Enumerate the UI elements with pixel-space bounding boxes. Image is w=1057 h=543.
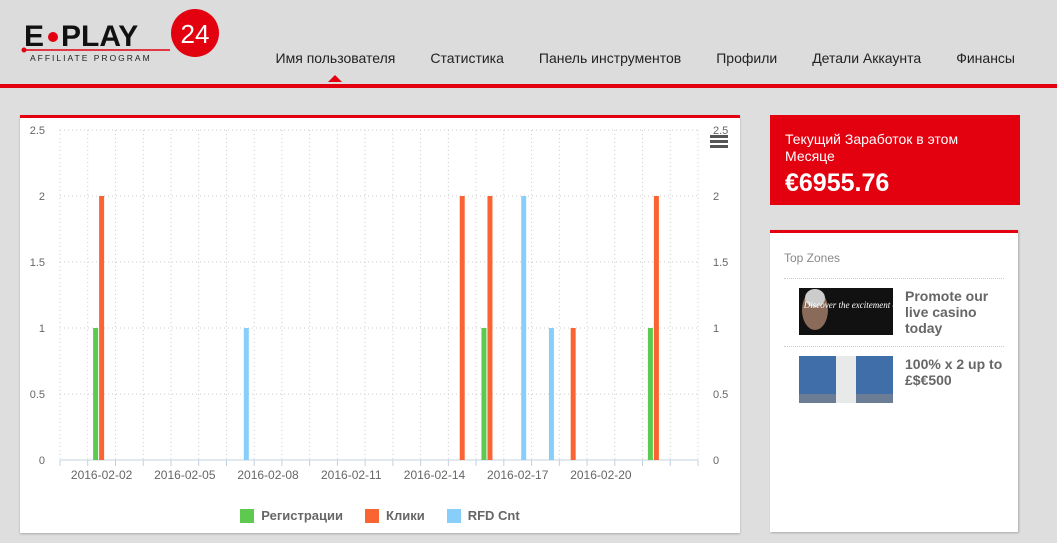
nav-account-details[interactable]: Детали Аккаунта: [812, 50, 922, 66]
nav-username[interactable]: Имя пользователя: [275, 50, 396, 82]
bar-1-2016-02-15: [459, 196, 465, 460]
nav-finance[interactable]: Финансы: [956, 50, 1015, 66]
x-tick-label: 2016-02-11: [321, 468, 382, 482]
door-banner[interactable]: [799, 356, 893, 403]
x-tick-label: 2016-02-17: [487, 468, 549, 482]
stats-chart-panel: 0 0 0.5 0.5 1 1 1.5 1.5 2 2 2.5 2.5 2016-02-02 2016-0…: [20, 115, 740, 533]
bar-chart: 0 0 0.5 0.5 1 1 1.5 1.5 2 2 2.5 2.5 2016-02-02 2016-0…: [30, 125, 729, 482]
chart-legend: Регистрации Клики RFD Cnt: [20, 508, 740, 523]
svg-text:AFFILIATE PROGRAM: AFFILIATE PROGRAM: [30, 53, 152, 63]
bar-0-2016-02-16: [481, 328, 487, 460]
zone-item[interactable]: Discover the excitement of our Promote o…: [784, 279, 1004, 347]
svg-text:PLAY: PLAY: [61, 20, 138, 53]
legend-label: Регистрации: [261, 508, 344, 523]
x-tick-label: 2016-02-05: [154, 468, 216, 482]
y-tick-label-right: 1.5: [713, 257, 728, 269]
x-tick-label: 2016-02-20: [570, 468, 632, 482]
live-casino-banner[interactable]: Discover the excitement of our: [799, 288, 893, 335]
bar-2-2016-02-18: [548, 328, 554, 460]
legend-swatch: [365, 508, 380, 523]
y-tick-label-left: 1: [39, 323, 45, 335]
x-tick-label: 2016-02-14: [404, 468, 466, 482]
main-nav: Имя пользователя Статистика Панель инстр…: [275, 50, 1015, 82]
y-tick-label-right: 0.5: [713, 389, 728, 401]
legend-swatch: [240, 508, 255, 523]
legend-swatch: [446, 508, 461, 523]
top-zones-card: Top Zones Discover the excitement of our…: [770, 230, 1018, 532]
zone-text[interactable]: Promote our live casino today: [905, 288, 989, 336]
y-tick-label-right: 2: [713, 191, 719, 203]
x-tick-label: 2016-02-02: [71, 468, 133, 482]
bar-0-2016-02-02: [93, 328, 99, 460]
y-tick-label-left: 0: [39, 455, 45, 467]
y-tick-label-left: 0.5: [30, 389, 45, 401]
bar-2-2016-02-07: [243, 328, 249, 460]
y-tick-label-right: 0: [713, 455, 719, 467]
nav-profiles[interactable]: Профили: [716, 50, 778, 66]
current-earnings-card: Текущий Заработок в этом Месяце €6955.76: [770, 115, 1020, 205]
header: E PLAY 24 AFFILIATE PROGRAM Имя пользова…: [0, 0, 1057, 88]
zone-text[interactable]: 100% x 2 up to £$€500: [905, 356, 1003, 388]
bar-0-2016-02-22: [647, 328, 653, 460]
legend-item-registrations[interactable]: Регистрации: [240, 508, 343, 523]
earnings-label: Текущий Заработок в этом Месяце: [785, 131, 959, 164]
y-tick-label-right: 1: [713, 323, 719, 335]
bar-1-2016-02-02: [99, 196, 105, 460]
eplay24-logo[interactable]: E PLAY 24 AFFILIATE PROGRAM: [20, 6, 220, 68]
svg-text:Discover the excitement of our: Discover the excitement of our: [803, 300, 893, 310]
bar-1-2016-02-22: [653, 196, 659, 460]
legend-item-clicks[interactable]: Клики: [365, 508, 425, 523]
bar-2-2016-02-17: [521, 196, 527, 460]
y-tick-label-right: 2.5: [713, 125, 728, 137]
y-tick-label-left: 2.5: [30, 125, 45, 137]
svg-text:E: E: [24, 20, 44, 53]
chart-menu-icon[interactable]: [710, 135, 728, 149]
y-tick-label-left: 2: [39, 191, 45, 203]
svg-text:24: 24: [181, 19, 210, 49]
legend-item-rfd[interactable]: RFD Cnt: [446, 508, 520, 523]
earnings-value: €6955.76: [785, 169, 890, 197]
y-tick-label-left: 1.5: [30, 257, 45, 269]
bar-1-2016-02-19: [570, 328, 576, 460]
nav-statistics[interactable]: Статистика: [430, 50, 504, 66]
legend-label: RFD Cnt: [467, 508, 520, 523]
bar-1-2016-02-16: [487, 196, 493, 460]
top-zones-title: Top Zones: [784, 251, 1004, 279]
nav-dashboard[interactable]: Панель инструментов: [538, 50, 682, 66]
legend-label: Клики: [386, 508, 425, 523]
x-tick-label: 2016-02-08: [237, 468, 299, 482]
zone-item[interactable]: 100% x 2 up to £$€500: [784, 347, 1004, 413]
